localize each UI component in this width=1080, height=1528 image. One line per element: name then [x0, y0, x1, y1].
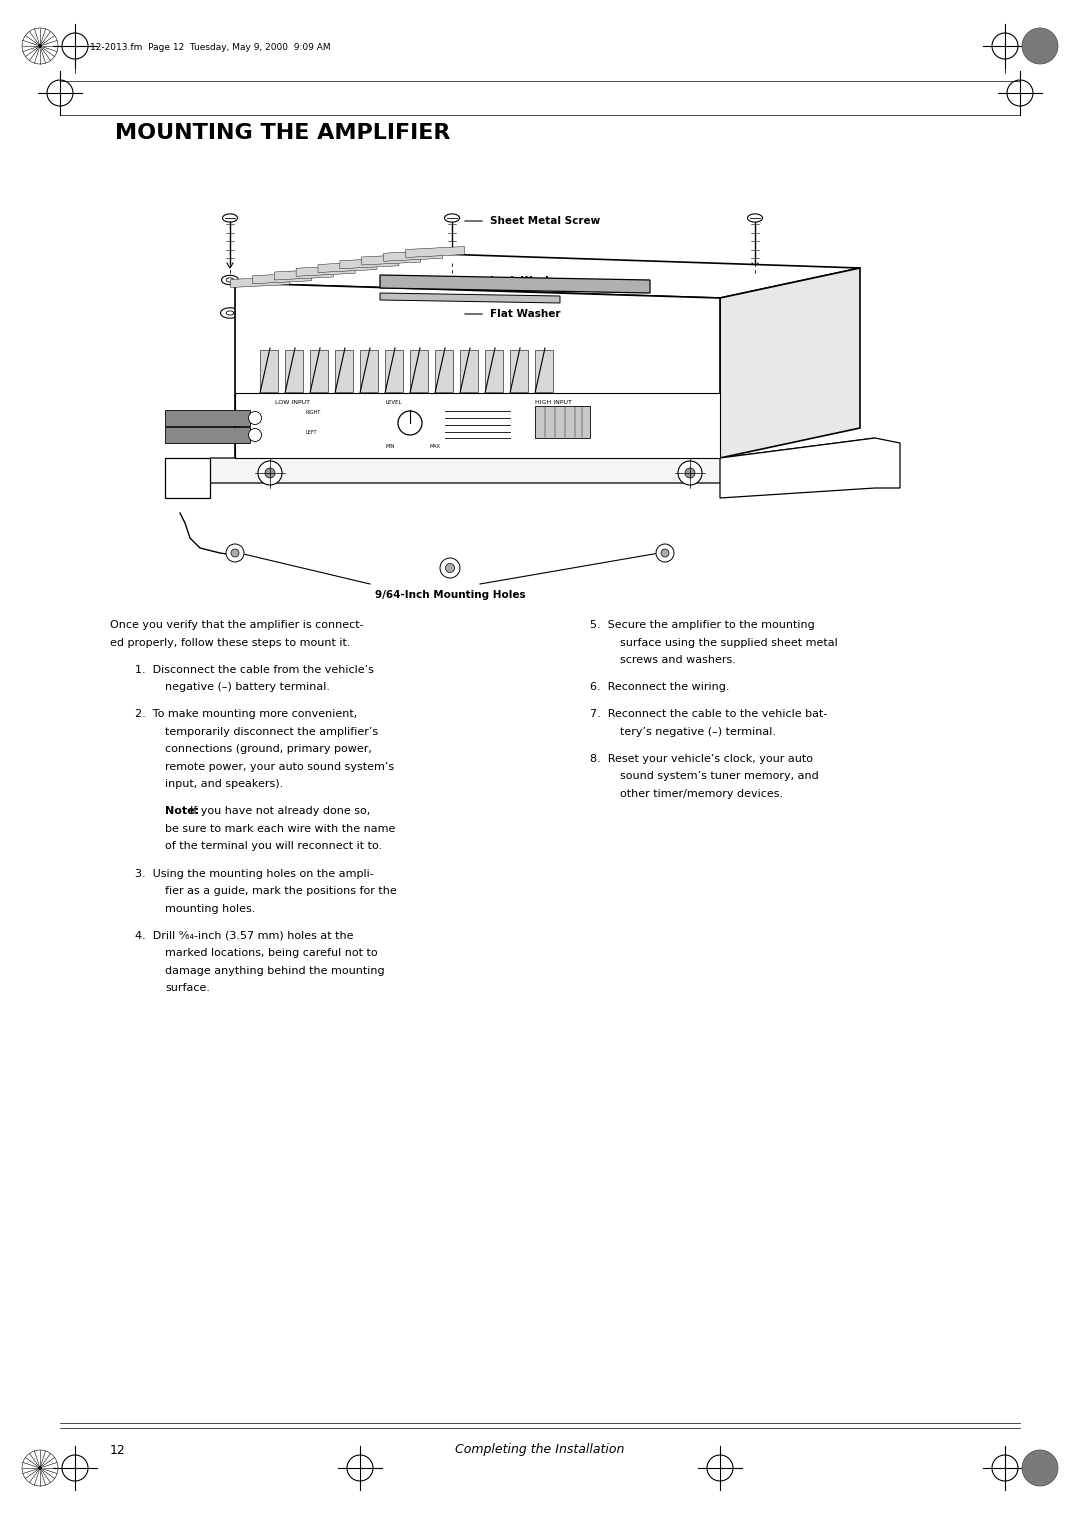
Text: MIN: MIN: [384, 443, 394, 449]
Circle shape: [38, 44, 42, 49]
Text: temporarily disconnect the amplifier’s: temporarily disconnect the amplifier’s: [165, 727, 378, 736]
Circle shape: [440, 558, 460, 578]
Text: 5.  Secure the amplifier to the mounting: 5. Secure the amplifier to the mounting: [590, 620, 814, 630]
Circle shape: [446, 564, 455, 573]
Polygon shape: [296, 266, 355, 277]
Text: LEVEL: LEVEL: [384, 400, 402, 405]
Polygon shape: [274, 269, 334, 280]
Text: 12-2013.fm  Page 12  Tuesday, May 9, 2000  9:09 AM: 12-2013.fm Page 12 Tuesday, May 9, 2000 …: [90, 43, 330, 52]
Text: ed properly, follow these steps to mount it.: ed properly, follow these steps to mount…: [110, 637, 351, 648]
Circle shape: [678, 461, 702, 484]
Circle shape: [265, 468, 275, 478]
Polygon shape: [310, 350, 328, 393]
Circle shape: [661, 549, 669, 558]
Circle shape: [226, 544, 244, 562]
Text: MOUNTING THE AMPLIFIER: MOUNTING THE AMPLIFIER: [114, 122, 450, 144]
Polygon shape: [485, 350, 503, 393]
Text: negative (–) battery terminal.: negative (–) battery terminal.: [165, 681, 330, 692]
Polygon shape: [340, 258, 399, 269]
Text: 3.  Using the mounting holes on the ampli-: 3. Using the mounting holes on the ampli…: [135, 868, 374, 879]
Circle shape: [1022, 28, 1058, 64]
Polygon shape: [165, 426, 249, 443]
Text: screws and washers.: screws and washers.: [620, 656, 735, 665]
Text: other timer/memory devices.: other timer/memory devices.: [620, 788, 783, 799]
Text: If you have not already done so,: If you have not already done so,: [189, 807, 369, 816]
Text: of the terminal you will reconnect it to.: of the terminal you will reconnect it to…: [165, 842, 382, 851]
Text: remote power, your auto sound system’s: remote power, your auto sound system’s: [165, 762, 394, 772]
Polygon shape: [435, 350, 453, 393]
Polygon shape: [318, 261, 377, 272]
Polygon shape: [362, 254, 421, 264]
Circle shape: [231, 549, 239, 558]
Polygon shape: [460, 350, 478, 393]
Text: marked locations, being careful not to: marked locations, being careful not to: [165, 949, 378, 958]
Text: fier as a guide, mark the positions for the: fier as a guide, mark the positions for …: [165, 886, 396, 895]
Text: surface using the supplied sheet metal: surface using the supplied sheet metal: [620, 637, 838, 648]
Text: 1.  Disconnect the cable from the vehicle’s: 1. Disconnect the cable from the vehicle…: [135, 665, 374, 675]
Polygon shape: [165, 458, 210, 498]
Text: MAX: MAX: [430, 443, 441, 449]
Polygon shape: [720, 267, 860, 458]
Text: tery’s negative (–) terminal.: tery’s negative (–) terminal.: [620, 727, 777, 736]
Text: surface.: surface.: [165, 983, 210, 993]
Text: damage anything behind the mounting: damage anything behind the mounting: [165, 966, 384, 975]
Polygon shape: [253, 274, 311, 284]
Polygon shape: [360, 350, 378, 393]
Circle shape: [38, 1465, 42, 1470]
Text: Lock Washer: Lock Washer: [490, 277, 565, 286]
Text: Completing the Installation: Completing the Installation: [456, 1444, 624, 1456]
FancyBboxPatch shape: [535, 406, 590, 439]
Polygon shape: [384, 350, 403, 393]
Polygon shape: [210, 439, 875, 483]
Text: 9/64-Inch Mounting Holes: 9/64-Inch Mounting Holes: [375, 590, 525, 601]
Polygon shape: [720, 439, 900, 498]
Text: LEFT: LEFT: [305, 431, 316, 435]
Text: Sheet Metal Screw: Sheet Metal Screw: [490, 215, 600, 226]
Text: 6.  Reconnect the wiring.: 6. Reconnect the wiring.: [590, 681, 729, 692]
Text: connections (ground, primary power,: connections (ground, primary power,: [165, 744, 372, 755]
Text: RIGHT: RIGHT: [305, 411, 321, 416]
Text: Once you verify that the amplifier is connect-: Once you verify that the amplifier is co…: [110, 620, 364, 630]
Circle shape: [399, 411, 422, 435]
Polygon shape: [510, 350, 528, 393]
Text: 2.  To make mounting more convenient,: 2. To make mounting more convenient,: [135, 709, 357, 720]
Circle shape: [685, 468, 696, 478]
Text: Note:: Note:: [165, 807, 203, 816]
Text: HIGH INPUT: HIGH INPUT: [535, 400, 572, 405]
Polygon shape: [535, 350, 553, 393]
Text: be sure to mark each wire with the name: be sure to mark each wire with the name: [165, 824, 395, 834]
Polygon shape: [235, 254, 860, 298]
Circle shape: [248, 411, 261, 425]
Polygon shape: [235, 283, 720, 458]
Text: LOW INPUT: LOW INPUT: [275, 400, 310, 405]
Text: 4.  Drill ⁹⁄₆₄-inch (3.57 mm) holes at the: 4. Drill ⁹⁄₆₄-inch (3.57 mm) holes at th…: [135, 931, 353, 941]
Polygon shape: [230, 277, 289, 287]
Polygon shape: [235, 393, 720, 458]
Polygon shape: [380, 293, 561, 303]
Text: 12: 12: [110, 1444, 125, 1456]
Text: 7.  Reconnect the cable to the vehicle bat-: 7. Reconnect the cable to the vehicle ba…: [590, 709, 827, 720]
Polygon shape: [285, 350, 303, 393]
Circle shape: [248, 428, 261, 442]
Polygon shape: [383, 251, 443, 261]
Text: mounting holes.: mounting holes.: [165, 903, 255, 914]
Text: input, and speakers).: input, and speakers).: [165, 779, 283, 790]
Polygon shape: [260, 350, 278, 393]
Text: Flat Washer: Flat Washer: [490, 309, 561, 319]
Circle shape: [258, 461, 282, 484]
Polygon shape: [335, 350, 353, 393]
Circle shape: [1022, 1450, 1058, 1487]
Polygon shape: [380, 275, 650, 293]
Polygon shape: [410, 350, 428, 393]
Circle shape: [656, 544, 674, 562]
Text: sound system’s tuner memory, and: sound system’s tuner memory, and: [620, 772, 819, 781]
Polygon shape: [165, 410, 249, 426]
Polygon shape: [405, 246, 464, 258]
Text: 8.  Reset your vehicle’s clock, your auto: 8. Reset your vehicle’s clock, your auto: [590, 753, 813, 764]
